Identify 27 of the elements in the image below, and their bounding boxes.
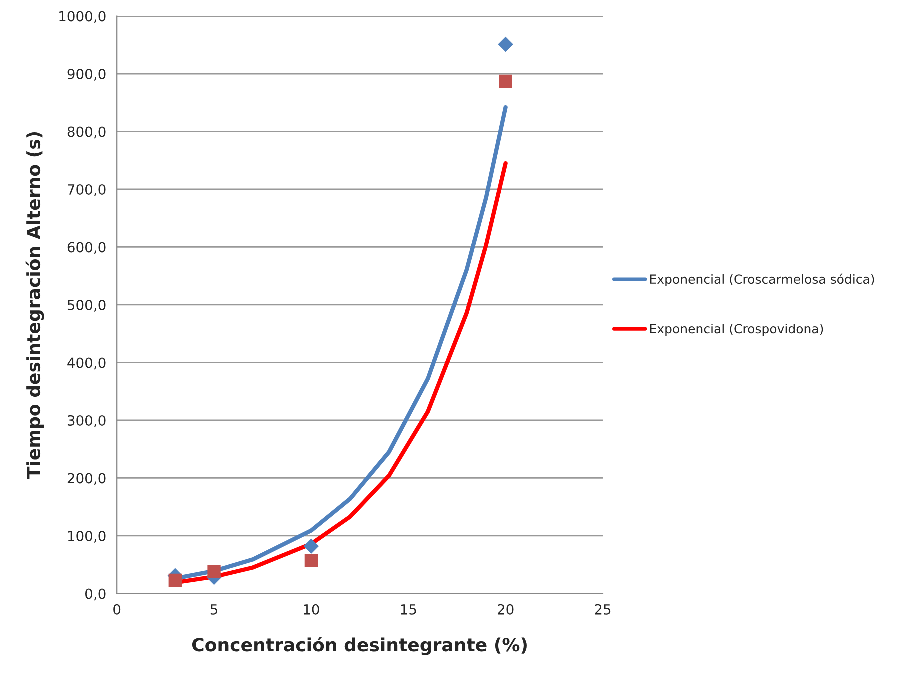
y-tick-label: 200,0 [68, 473, 106, 486]
y-tick-label: 0,0 [86, 588, 106, 601]
y-axis-title: Tiempo desintegración Alterno (s) [26, 132, 44, 480]
y-tick-label: 400,0 [68, 358, 106, 370]
point [208, 565, 221, 578]
point [304, 538, 320, 554]
x-tick-label: 25 [595, 604, 611, 615]
x-axis-title: Concentración desintegrante (%) [192, 637, 527, 656]
legend-label: Exponencial (Crospovidona) [650, 324, 824, 336]
y-tick-label: 700,0 [68, 184, 106, 196]
y-tick-label: 1000,0 [60, 11, 106, 24]
y-tick-label: 600,0 [68, 242, 106, 254]
y-tick-label: 100,0 [68, 530, 106, 543]
x-tick-label: 0 [114, 604, 121, 615]
x-tick-label: 15 [401, 604, 416, 615]
x-tick-label: 10 [304, 604, 320, 615]
point [499, 74, 512, 88]
y-tick-label: 500,0 [68, 300, 106, 312]
point [168, 574, 182, 588]
x-tick-label: 5 [210, 604, 218, 615]
y-tick-label: 800,0 [68, 126, 106, 139]
legend-label: Exponencial (Croscarmelosa sódica) [650, 274, 874, 286]
y-tick-label: 900,0 [68, 68, 106, 81]
y-tick-label: 300,0 [68, 415, 106, 428]
point [304, 554, 318, 568]
x-tick-label: 20 [498, 604, 514, 615]
point [498, 36, 514, 52]
